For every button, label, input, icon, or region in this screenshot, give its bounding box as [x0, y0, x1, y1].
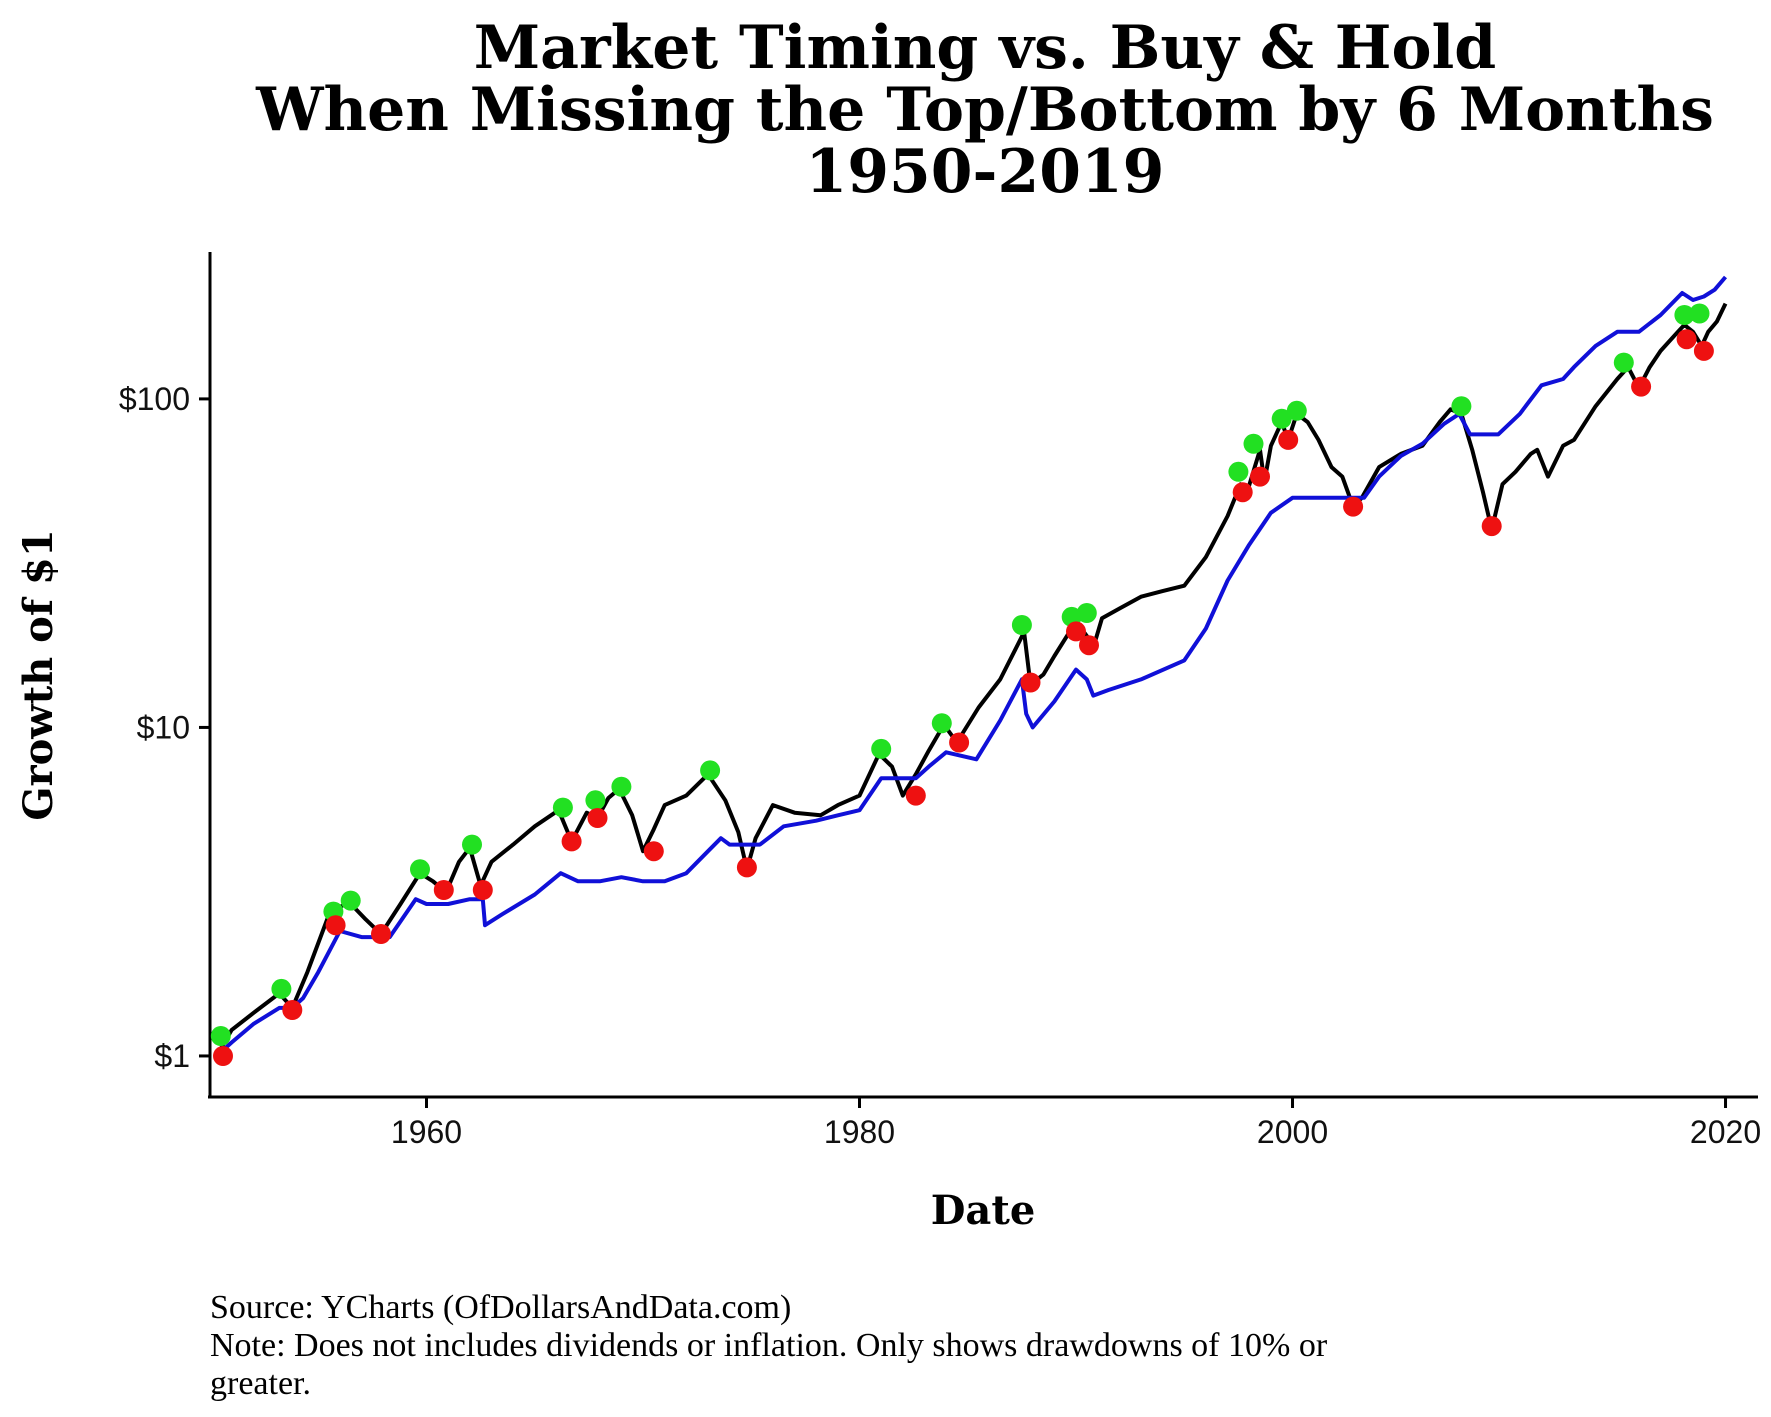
caption-source: Source: YCharts (OfDollarsAndData.com) [210, 1289, 791, 1326]
marker-point-2 [1250, 466, 1270, 487]
marker-point-1 [210, 1026, 231, 1046]
marker-point-2 [561, 831, 582, 852]
plot-area: $1 $10 $100 1960 1980 2000 2020 [119, 252, 1761, 1150]
marker-point-1 [271, 978, 292, 999]
marker-point-1 [1228, 461, 1249, 482]
marker-point-2 [433, 880, 454, 900]
chart-title-line-1: Market Timing vs. Buy & Hold [474, 13, 1496, 83]
marker-point-2 [949, 732, 970, 753]
caption-note-continued: greater. [210, 1365, 311, 1402]
marker-point-1 [1674, 305, 1695, 325]
x-axis-title: Date [931, 1187, 1036, 1234]
marker-point-1 [1689, 303, 1710, 324]
marker-point-1 [552, 797, 573, 818]
marker-point-2 [643, 841, 664, 862]
marker-point-2 [1020, 672, 1041, 693]
marker-point-2 [1481, 516, 1502, 537]
marker-layer [210, 303, 1714, 1066]
marker-point-2 [587, 808, 608, 828]
marker-point-1 [1613, 352, 1634, 373]
marker-point-2 [736, 857, 757, 878]
chart-title: Market Timing vs. Buy & Hold When Missin… [255, 13, 1714, 207]
marker-point-1 [1271, 408, 1292, 429]
marker-point-1 [340, 890, 361, 911]
marker-point-2 [1631, 376, 1652, 397]
marker-point-1 [585, 790, 606, 811]
y-tick-label: $100 [119, 381, 190, 417]
x-tick-label: 1960 [391, 1114, 462, 1150]
y-tick-label: $1 [154, 1038, 190, 1074]
marker-point-1 [410, 859, 430, 880]
marker-point-2 [1676, 329, 1697, 350]
marker-point-1 [700, 760, 721, 781]
y-axis-title: Growth of $1 [15, 529, 62, 820]
marker-point-1 [1451, 396, 1472, 417]
x-tick-label: 2000 [1257, 1114, 1328, 1150]
marker-point-2 [1693, 340, 1714, 361]
marker-point-2 [472, 880, 493, 900]
chart-title-line-2: When Missing the Top/Bottom by 6 Months [255, 75, 1714, 145]
marker-point-2 [325, 915, 346, 936]
marker-point-2 [213, 1046, 233, 1066]
marker-point-1 [1076, 603, 1097, 623]
marker-point-1 [931, 713, 952, 734]
marker-point-1 [871, 738, 892, 759]
caption-note: Note: Does not includes dividends or inf… [210, 1327, 1328, 1364]
y-ticks: $1 $10 $100 [119, 381, 210, 1074]
marker-point-1 [1243, 433, 1264, 454]
marker-point-2 [1278, 429, 1299, 450]
marker-point-2 [282, 1000, 303, 1020]
marker-point-2 [905, 785, 926, 806]
x-ticks: 1960 1980 2000 2020 [391, 1097, 1761, 1150]
y-tick-label: $10 [137, 709, 190, 745]
marker-point-1 [611, 776, 632, 797]
marker-point-2 [1066, 621, 1086, 642]
chart-title-line-3: 1950-2019 [806, 137, 1165, 207]
marker-point-2 [1343, 496, 1364, 517]
series-line-1 [214, 302, 1728, 1058]
chart-caption: Source: YCharts (OfDollarsAndData.com) N… [210, 1289, 1328, 1402]
series-layer [214, 275, 1728, 1058]
marker-point-2 [1232, 482, 1253, 503]
marker-point-2 [371, 924, 391, 944]
x-tick-label: 2020 [1690, 1114, 1761, 1150]
series-line-2 [215, 275, 1728, 1058]
marker-point-2 [1079, 635, 1099, 656]
marker-point-1 [462, 834, 482, 855]
marker-point-1 [1286, 400, 1307, 421]
x-tick-label: 1980 [824, 1114, 895, 1150]
marker-point-1 [1011, 615, 1032, 635]
